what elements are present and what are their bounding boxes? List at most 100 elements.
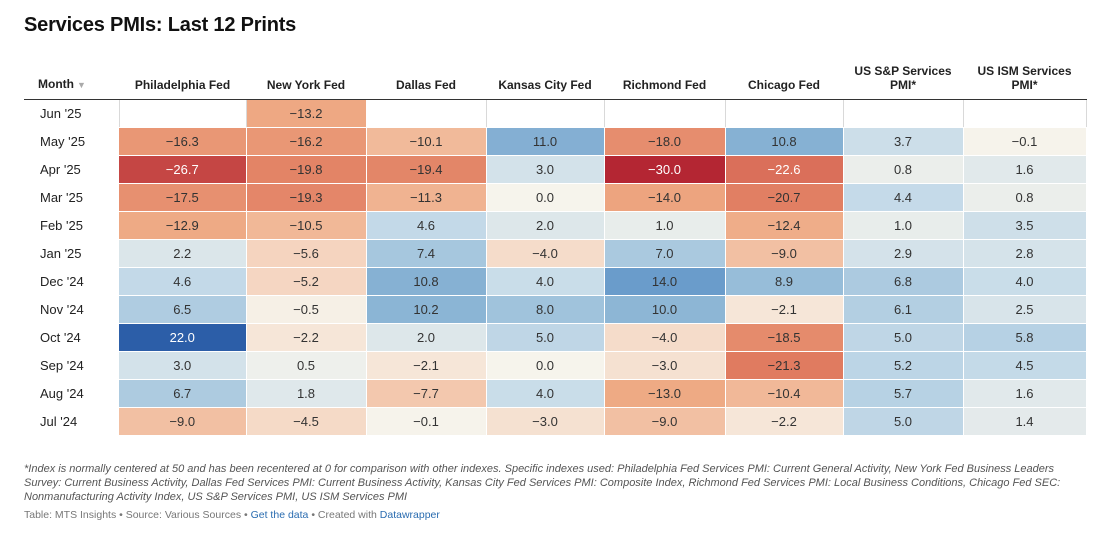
value-cell-philadelphia-fed: −9.0 <box>119 407 247 436</box>
value-cell-new-york-fed: −0.5 <box>246 295 367 324</box>
month-cell: Oct '24 <box>24 323 119 352</box>
value-cell-richmond-fed: −4.0 <box>604 323 726 352</box>
value-cell-dallas-fed: 4.6 <box>366 211 487 240</box>
value-cell-us-sp-services-pmi: 5.2 <box>843 351 964 380</box>
value-cell-kansas-city-fed: 5.0 <box>486 323 605 352</box>
value-cell-chicago-fed: −18.5 <box>725 323 844 352</box>
chart-title: Services PMIs: Last 12 Prints <box>24 14 297 36</box>
value-cell-philadelphia-fed <box>118 99 247 128</box>
value-cell-chicago-fed: −9.0 <box>725 239 844 268</box>
value-cell-kansas-city-fed: −4.0 <box>486 239 605 268</box>
value-cell-philadelphia-fed: −16.3 <box>119 127 247 156</box>
value-cell-new-york-fed: −16.2 <box>246 127 367 156</box>
value-cell-richmond-fed: −9.0 <box>604 407 726 436</box>
created-with-text: • Created with <box>311 509 377 521</box>
month-cell: Aug '24 <box>24 379 119 408</box>
value-cell-kansas-city-fed: −3.0 <box>486 407 605 436</box>
value-cell-kansas-city-fed: 4.0 <box>486 267 605 296</box>
value-cell-dallas-fed: 7.4 <box>366 239 487 268</box>
source-line: Table: MTS Insights • Source: Various So… <box>24 509 440 521</box>
value-cell-philadelphia-fed: −26.7 <box>119 155 247 184</box>
column-header-us-ism-services-pmi[interactable]: US ISM Services PMI* <box>963 64 1086 100</box>
value-cell-philadelphia-fed: 3.0 <box>119 351 247 380</box>
value-cell-richmond-fed: 10.0 <box>604 295 726 324</box>
value-cell-new-york-fed: −5.6 <box>246 239 367 268</box>
value-cell-us-sp-services-pmi: 6.8 <box>843 267 964 296</box>
value-cell-us-ism-services-pmi: −0.1 <box>963 127 1087 156</box>
table-row: Jul '24 −9.0 −4.5 −0.1 −3.0 −9.0 −2.2 5.0 1.4 <box>24 407 1087 436</box>
value-cell-us-ism-services-pmi: 0.8 <box>963 183 1087 212</box>
value-cell-us-sp-services-pmi: 6.1 <box>843 295 964 324</box>
table-row: Sep '24 3.0 0.5 −2.1 0.0 −3.0 −21.3 5.2 4.5 <box>24 351 1087 380</box>
column-header-month[interactable]: Month ▼ <box>24 64 119 100</box>
column-header-new-york-fed[interactable]: New York Fed <box>246 64 366 100</box>
value-cell-philadelphia-fed: 2.2 <box>119 239 247 268</box>
column-header-dallas-fed[interactable]: Dallas Fed <box>366 64 486 100</box>
month-cell: Jan '25 <box>24 239 119 268</box>
get-data-link[interactable]: Get the data <box>250 509 309 521</box>
value-cell-dallas-fed: −11.3 <box>366 183 487 212</box>
sort-descending-icon[interactable]: ▼ <box>76 80 86 90</box>
value-cell-us-ism-services-pmi: 5.8 <box>963 323 1087 352</box>
datawrapper-link[interactable]: Datawrapper <box>379 509 440 521</box>
value-cell-new-york-fed: −10.5 <box>246 211 367 240</box>
footnote: *Index is normally centered at 50 and ha… <box>24 463 1061 503</box>
value-cell-richmond-fed: 14.0 <box>604 267 726 296</box>
pmi-heatmap-table: Month ▼ Philadelphia Fed New York Fed Dal… <box>24 64 1087 436</box>
column-header-chicago-fed[interactable]: Chicago Fed <box>725 64 843 100</box>
value-cell-us-ism-services-pmi: 2.8 <box>963 239 1087 268</box>
value-cell-philadelphia-fed: 6.5 <box>119 295 247 324</box>
table-row: Dec '24 4.6 −5.2 10.8 4.0 14.0 8.9 6.8 4.0 <box>24 267 1087 296</box>
column-header-kansas-city-fed[interactable]: Kansas City Fed <box>486 64 604 100</box>
table-row: Mar '25 −17.5 −19.3 −11.3 0.0 −14.0 −20.7 4.4 0.… <box>24 183 1087 212</box>
value-cell-us-sp-services-pmi: 3.7 <box>843 127 964 156</box>
value-cell-kansas-city-fed: 2.0 <box>486 211 605 240</box>
month-cell: Apr '25 <box>24 155 119 184</box>
column-header-richmond-fed[interactable]: Richmond Fed <box>604 64 725 100</box>
value-cell-us-ism-services-pmi: 4.5 <box>963 351 1087 380</box>
value-cell-dallas-fed: 2.0 <box>366 323 487 352</box>
value-cell-new-york-fed: 1.8 <box>246 379 367 408</box>
table-body: Jun '25 −13.2 May '25 −16.3 −16.2 −10.1 11.0 −1… <box>24 99 1087 436</box>
value-cell-richmond-fed <box>603 99 726 128</box>
value-cell-richmond-fed: −3.0 <box>604 351 726 380</box>
value-cell-richmond-fed: −13.0 <box>604 379 726 408</box>
value-cell-chicago-fed <box>724 99 844 128</box>
value-cell-chicago-fed: −10.4 <box>725 379 844 408</box>
column-header-us-sp-services-pmi[interactable]: US S&P Services PMI* <box>843 64 963 100</box>
value-cell-new-york-fed: −19.3 <box>246 183 367 212</box>
value-cell-kansas-city-fed: 4.0 <box>486 379 605 408</box>
value-cell-philadelphia-fed: −12.9 <box>119 211 247 240</box>
value-cell-us-ism-services-pmi: 1.4 <box>963 407 1087 436</box>
month-cell: Feb '25 <box>24 211 119 240</box>
value-cell-richmond-fed: 1.0 <box>604 211 726 240</box>
value-cell-new-york-fed: −2.2 <box>246 323 367 352</box>
value-cell-chicago-fed: −12.4 <box>725 211 844 240</box>
value-cell-chicago-fed: −2.1 <box>725 295 844 324</box>
month-cell: Nov '24 <box>24 295 119 324</box>
value-cell-chicago-fed: 10.8 <box>725 127 844 156</box>
value-cell-philadelphia-fed: 22.0 <box>119 323 247 352</box>
value-cell-us-sp-services-pmi: 1.0 <box>843 211 964 240</box>
value-cell-us-ism-services-pmi: 4.0 <box>963 267 1087 296</box>
value-cell-us-ism-services-pmi: 1.6 <box>963 155 1087 184</box>
value-cell-us-sp-services-pmi: 4.4 <box>843 183 964 212</box>
column-header-philadelphia-fed[interactable]: Philadelphia Fed <box>119 64 246 100</box>
month-cell: May '25 <box>24 127 119 156</box>
table-row: Apr '25 −26.7 −19.8 −19.4 3.0 −30.0 −22.6 0.8 1.… <box>24 155 1087 184</box>
month-cell: Mar '25 <box>24 183 119 212</box>
value-cell-richmond-fed: −18.0 <box>604 127 726 156</box>
value-cell-chicago-fed: −22.6 <box>725 155 844 184</box>
value-cell-dallas-fed: −19.4 <box>366 155 487 184</box>
value-cell-philadelphia-fed: 4.6 <box>119 267 247 296</box>
value-cell-us-ism-services-pmi: 3.5 <box>963 211 1087 240</box>
table-row: May '25 −16.3 −16.2 −10.1 11.0 −18.0 10.8 3.7 −0… <box>24 127 1087 156</box>
value-cell-chicago-fed: −21.3 <box>725 351 844 380</box>
value-cell-richmond-fed: −14.0 <box>604 183 726 212</box>
value-cell-new-york-fed: −4.5 <box>246 407 367 436</box>
value-cell-us-sp-services-pmi: 0.8 <box>843 155 964 184</box>
value-cell-us-sp-services-pmi <box>842 99 964 128</box>
value-cell-dallas-fed: −2.1 <box>366 351 487 380</box>
value-cell-new-york-fed: −19.8 <box>246 155 367 184</box>
value-cell-richmond-fed: −30.0 <box>604 155 726 184</box>
